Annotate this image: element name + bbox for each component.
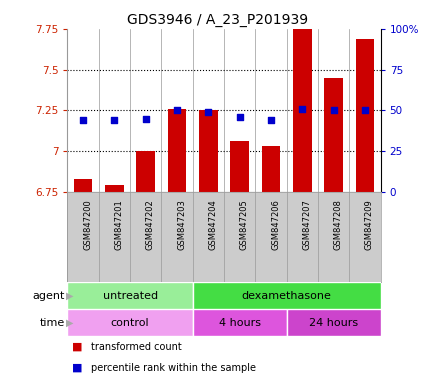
Text: GDS3946 / A_23_P201939: GDS3946 / A_23_P201939 xyxy=(127,13,307,27)
Bar xyxy=(292,11,311,192)
Bar xyxy=(355,38,374,192)
Text: GSM847207: GSM847207 xyxy=(302,199,311,250)
Bar xyxy=(286,309,380,336)
Point xyxy=(173,107,180,114)
Point xyxy=(329,107,336,114)
Text: GSM847202: GSM847202 xyxy=(145,199,155,250)
Bar xyxy=(192,309,286,336)
Bar xyxy=(105,185,124,192)
Bar xyxy=(167,109,186,192)
Text: GSM847206: GSM847206 xyxy=(270,199,279,250)
Bar xyxy=(230,141,249,192)
Text: ■: ■ xyxy=(72,363,82,373)
Text: untreated: untreated xyxy=(102,291,157,301)
Text: GSM847203: GSM847203 xyxy=(177,199,186,250)
Text: GSM847205: GSM847205 xyxy=(239,199,248,250)
Point xyxy=(111,117,118,123)
Bar xyxy=(67,282,192,309)
Bar xyxy=(136,151,155,192)
Text: control: control xyxy=(111,318,149,328)
Point xyxy=(79,117,86,123)
Bar xyxy=(67,309,192,336)
Point xyxy=(361,107,368,114)
Point xyxy=(298,106,305,112)
Bar xyxy=(192,282,380,309)
Bar xyxy=(323,78,342,192)
Text: GSM847204: GSM847204 xyxy=(208,199,217,250)
Text: transformed count: transformed count xyxy=(91,342,182,352)
Point xyxy=(267,117,274,123)
Point xyxy=(236,114,243,120)
Text: ▶: ▶ xyxy=(66,318,73,328)
Text: 24 hours: 24 hours xyxy=(309,318,357,328)
Text: time: time xyxy=(40,318,65,328)
Text: GSM847208: GSM847208 xyxy=(333,199,342,250)
Text: ▶: ▶ xyxy=(66,291,73,301)
Point xyxy=(142,116,149,122)
Text: GSM847200: GSM847200 xyxy=(83,199,92,250)
Bar xyxy=(198,111,217,192)
Text: percentile rank within the sample: percentile rank within the sample xyxy=(91,363,256,373)
Text: agent: agent xyxy=(33,291,65,301)
Text: GSM847209: GSM847209 xyxy=(364,199,373,250)
Text: dexamethasone: dexamethasone xyxy=(241,291,331,301)
Bar xyxy=(261,146,280,192)
Point xyxy=(204,109,211,115)
Text: ■: ■ xyxy=(72,342,82,352)
Text: 4 hours: 4 hours xyxy=(218,318,260,328)
Text: GSM847201: GSM847201 xyxy=(114,199,123,250)
Bar xyxy=(73,179,92,192)
